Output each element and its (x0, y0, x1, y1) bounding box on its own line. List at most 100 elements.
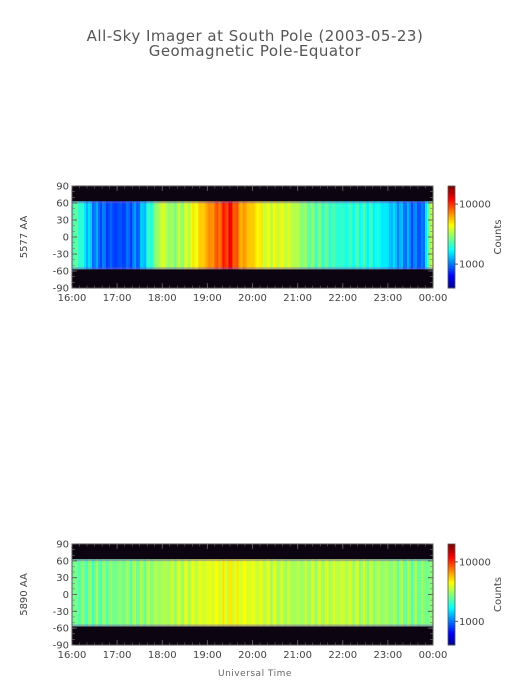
heatmap-strip (264, 559, 267, 627)
colorbar-segment (448, 235, 455, 238)
heatmap-strip (414, 559, 418, 627)
heatmap-strip (324, 201, 328, 270)
heatmap-strip (398, 559, 402, 627)
colorbar-segment (448, 274, 455, 277)
heatmap-strip (268, 201, 271, 270)
heatmap-strip (108, 201, 111, 270)
heatmap-strip (128, 559, 131, 627)
colorbar-segment (448, 209, 455, 212)
colorbar-segment (448, 564, 455, 567)
heatmap-strip (90, 559, 93, 627)
colorbar-segment (448, 262, 455, 265)
x-tick-label: 16:00 (58, 293, 87, 304)
heatmap-strip (366, 201, 370, 270)
heatmap-strip (100, 201, 103, 270)
heatmap-strip (364, 559, 368, 627)
heatmap-strip (210, 559, 213, 627)
heatmap-strip (122, 559, 125, 627)
colorbar-segment (448, 191, 455, 194)
heatmap-strip (422, 201, 426, 270)
heatmap-strip (222, 559, 225, 627)
colorbar-segment (448, 269, 455, 272)
colorbar-tick-label: 10000 (459, 557, 491, 568)
heatmap-strip (408, 201, 412, 270)
colorbar-segment (448, 575, 455, 579)
heatmap-strip (418, 559, 422, 627)
chart-title: All-Sky Imager at South Pole (2003-05-23… (86, 27, 424, 45)
heatmap-strip (406, 201, 410, 270)
heatmap-strip (250, 201, 253, 270)
heatmap-strip (404, 201, 408, 270)
colorbar-segment (448, 572, 455, 575)
colorbar-segment (448, 549, 455, 552)
heatmap-strip (314, 559, 318, 627)
colorbar-segment (448, 613, 455, 616)
heatmap-strip (326, 201, 330, 270)
heatmap-strip (428, 559, 432, 627)
x-tick-label: 18:00 (148, 650, 177, 661)
heatmap-strip (96, 559, 99, 627)
heatmap-strip (90, 201, 93, 270)
colorbar-segment (448, 192, 455, 195)
heatmap-strip (176, 201, 179, 270)
heatmap-strip (240, 559, 243, 627)
heatmap-strip (136, 201, 139, 270)
heatmap-strip (226, 201, 229, 270)
heatmap-strip (214, 201, 217, 270)
heatmap-strip (430, 559, 434, 627)
heatmap-strip (110, 559, 113, 627)
heatmap-strip (382, 559, 386, 627)
x-tick-label: 16:00 (58, 650, 87, 661)
heatmap-strip (280, 559, 283, 627)
heatmap-strip (368, 559, 372, 627)
heatmap-strip (178, 559, 181, 627)
heatmap-strip (150, 201, 153, 270)
heatmap-strip (332, 201, 336, 270)
colorbar-segment (448, 624, 455, 627)
heatmap-strip (208, 201, 211, 270)
heatmap-strip (200, 201, 203, 270)
heatmap-strip (296, 201, 300, 270)
y-tick-label: 30 (56, 216, 69, 227)
x-tick-label: 17:00 (103, 650, 132, 661)
colorbar-segment (448, 225, 455, 228)
x-tick-label: 21:00 (283, 650, 312, 661)
colorbar-segment (448, 587, 455, 590)
y-tick-label: 30 (56, 573, 69, 584)
heatmap-strip (272, 201, 275, 270)
heatmap-strip (166, 559, 169, 627)
heatmap-strip (282, 559, 285, 627)
colorbar-segment (448, 248, 455, 252)
colorbar-segment (448, 277, 455, 280)
heatmap-strip (194, 559, 197, 627)
heatmap-strip (154, 201, 157, 270)
heatmap-strip (242, 559, 245, 627)
heatmap-strip (176, 559, 179, 627)
colorbar-segment (448, 254, 455, 257)
heatmap-strip (246, 201, 249, 270)
heatmap-strip (386, 559, 390, 627)
heatmap-strip (74, 201, 77, 270)
y-tick-label: -60 (53, 624, 69, 635)
colorbar-segment (448, 634, 455, 638)
heatmap-strip (80, 559, 83, 627)
x-tick-label: 19:00 (193, 650, 222, 661)
colorbar-segment (448, 267, 455, 270)
heatmap-strip (410, 559, 414, 627)
heatmap-strip (414, 201, 418, 270)
heatmap-strip (182, 559, 185, 627)
x-tick-label: 22:00 (328, 293, 357, 304)
heatmap-strip (220, 201, 223, 270)
heatmap-strip (232, 201, 235, 270)
heatmap-strip (74, 559, 77, 627)
colorbar-segment (448, 216, 455, 219)
heatmap-strip (338, 559, 342, 627)
colorbar-segment (448, 554, 455, 557)
heatmap-strip (200, 559, 203, 627)
x-tick-label: 23:00 (373, 650, 402, 661)
heatmap-strip (424, 559, 428, 627)
heatmap-strip (230, 559, 233, 627)
heatmap-strip (302, 201, 306, 270)
heatmap-strip (244, 201, 247, 270)
